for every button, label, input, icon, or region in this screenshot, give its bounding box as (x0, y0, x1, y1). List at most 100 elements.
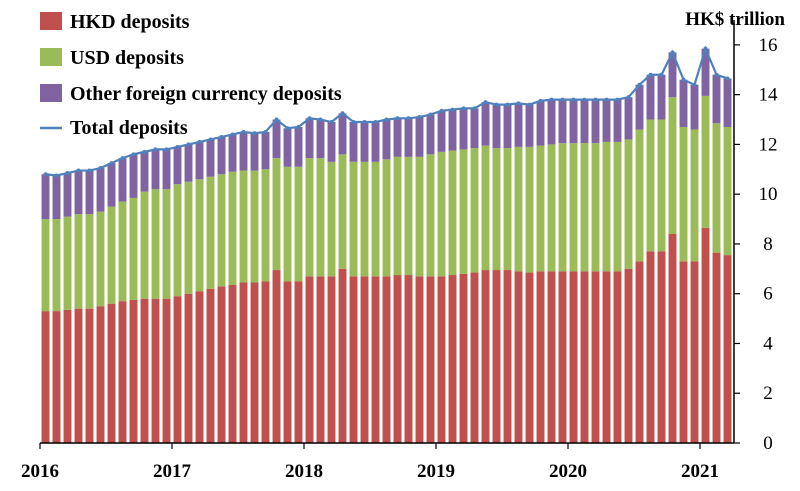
bar-other-2016-05 (85, 170, 94, 215)
legend-item-other: Other foreign currency deposits (40, 83, 342, 105)
bar-hkd-2017-03 (195, 291, 204, 443)
bar-other-2016-09 (129, 154, 138, 198)
bar-other-2021-03 (723, 78, 732, 127)
bar-other-2016-11 (151, 149, 160, 190)
total-point-2018-01 (307, 116, 312, 121)
bar-other-2016-03 (63, 173, 72, 217)
y-tick-label-14: 14 (759, 85, 779, 106)
bar-other-2017-05 (217, 136, 226, 175)
bar-usd-2017-04 (206, 176, 215, 289)
bar-other-2017-09 (261, 131, 270, 170)
total-point-2016-04 (76, 168, 81, 173)
bar-other-2016-08 (118, 158, 127, 202)
total-point-2016-09 (131, 152, 136, 157)
bar-usd-2020-09 (657, 119, 666, 252)
total-point-2019-09 (527, 102, 532, 107)
bar-usd-2020-11 (679, 126, 688, 262)
axes-layer (40, 20, 735, 444)
bar-usd-2019-09 (525, 146, 534, 273)
bar-other-2019-03 (459, 108, 468, 150)
y-tick-label-10: 10 (759, 184, 778, 205)
x-tick-label-2021: 2021 (681, 461, 719, 482)
total-point-2019-11 (549, 97, 554, 102)
bar-other-2017-06 (228, 134, 237, 172)
total-point-2018-09 (395, 116, 400, 121)
bar-hkd-2017-11 (283, 281, 292, 443)
total-point-2018-11 (417, 115, 422, 120)
x-tick-label-2016: 2016 (21, 461, 59, 482)
total-point-2020-12 (692, 82, 697, 87)
total-point-2021-03 (725, 76, 730, 81)
bar-usd-2016-03 (63, 216, 72, 310)
bar-hkd-2021-02 (712, 252, 721, 443)
bar-other-2017-02 (184, 144, 193, 182)
y-tick-label-16: 16 (759, 35, 778, 56)
bar-usd-2019-10 (536, 145, 545, 272)
bar-hkd-2018-10 (404, 275, 413, 443)
bar-hkd-2020-09 (657, 251, 666, 443)
legend-label-usd: USD deposits (70, 47, 184, 69)
bar-usd-2020-08 (646, 119, 655, 252)
bar-other-2017-08 (250, 133, 259, 171)
bar-hkd-2016-02 (52, 311, 61, 443)
bar-hkd-2017-08 (250, 282, 259, 443)
total-point-2016-06 (98, 166, 103, 171)
total-point-2020-05 (615, 97, 620, 102)
bar-hkd-2017-09 (261, 281, 270, 443)
bar-hkd-2016-11 (151, 298, 160, 443)
legend-swatch-usd (40, 48, 62, 66)
total-point-2018-04 (340, 111, 345, 116)
bar-other-2018-09 (393, 118, 402, 157)
total-point-2020-04 (604, 97, 609, 102)
total-point-2020-02 (582, 97, 587, 102)
bar-hkd-2019-01 (437, 276, 446, 443)
total-point-2017-03 (197, 139, 202, 144)
bar-hkd-2017-01 (173, 296, 182, 443)
bar-other-2018-04 (338, 113, 347, 155)
bar-hkd-2020-05 (613, 271, 622, 443)
bars-layer (41, 48, 732, 443)
bar-other-2016-02 (52, 175, 61, 220)
bar-hkd-2020-02 (580, 271, 589, 443)
total-point-2020-03 (593, 97, 598, 102)
total-point-2018-02 (318, 117, 323, 122)
bar-other-2020-07 (635, 84, 644, 130)
bar-usd-2018-03 (327, 161, 336, 277)
bar-hkd-2019-07 (503, 270, 512, 443)
total-point-2018-03 (329, 120, 334, 125)
bar-usd-2017-06 (228, 171, 237, 285)
total-point-2019-01 (439, 108, 444, 113)
bar-usd-2018-12 (426, 154, 435, 277)
total-point-2019-03 (461, 106, 466, 111)
bar-usd-2018-04 (338, 154, 347, 269)
bar-hkd-2019-04 (470, 272, 479, 443)
bar-usd-2017-10 (272, 158, 281, 271)
bar-usd-2018-02 (316, 158, 325, 277)
legend: HKD deposits USD deposits Other foreign … (40, 11, 342, 139)
bar-other-2017-04 (206, 139, 215, 177)
bar-hkd-2017-06 (228, 285, 237, 443)
bar-hkd-2017-10 (272, 270, 281, 443)
bar-usd-2017-01 (173, 184, 182, 297)
bar-other-2017-12 (294, 126, 303, 167)
total-line-layer (43, 45, 730, 178)
total-point-2019-10 (538, 98, 543, 103)
total-point-2019-06 (494, 102, 499, 107)
bar-other-2020-11 (679, 79, 688, 127)
total-point-2019-12 (560, 97, 565, 102)
ticks-layer: 0 2 4 6 8 10 12 14 16 2016 2017 2018 2019 2020 2021 (21, 35, 778, 482)
bar-other-2016-04 (74, 170, 83, 215)
bar-other-2019-11 (547, 99, 556, 145)
bar-usd-2017-02 (184, 181, 193, 294)
bar-usd-2019-01 (437, 151, 446, 277)
x-tick-label-2018: 2018 (285, 461, 323, 482)
bar-hkd-2020-12 (690, 261, 699, 443)
bar-usd-2017-03 (195, 179, 204, 292)
total-point-2021-01 (703, 46, 708, 51)
total-point-2016-01 (43, 172, 48, 177)
bar-hkd-2019-02 (448, 275, 457, 443)
bar-usd-2020-10 (668, 97, 677, 234)
bar-usd-2020-05 (613, 141, 622, 272)
total-point-2019-05 (483, 100, 488, 105)
